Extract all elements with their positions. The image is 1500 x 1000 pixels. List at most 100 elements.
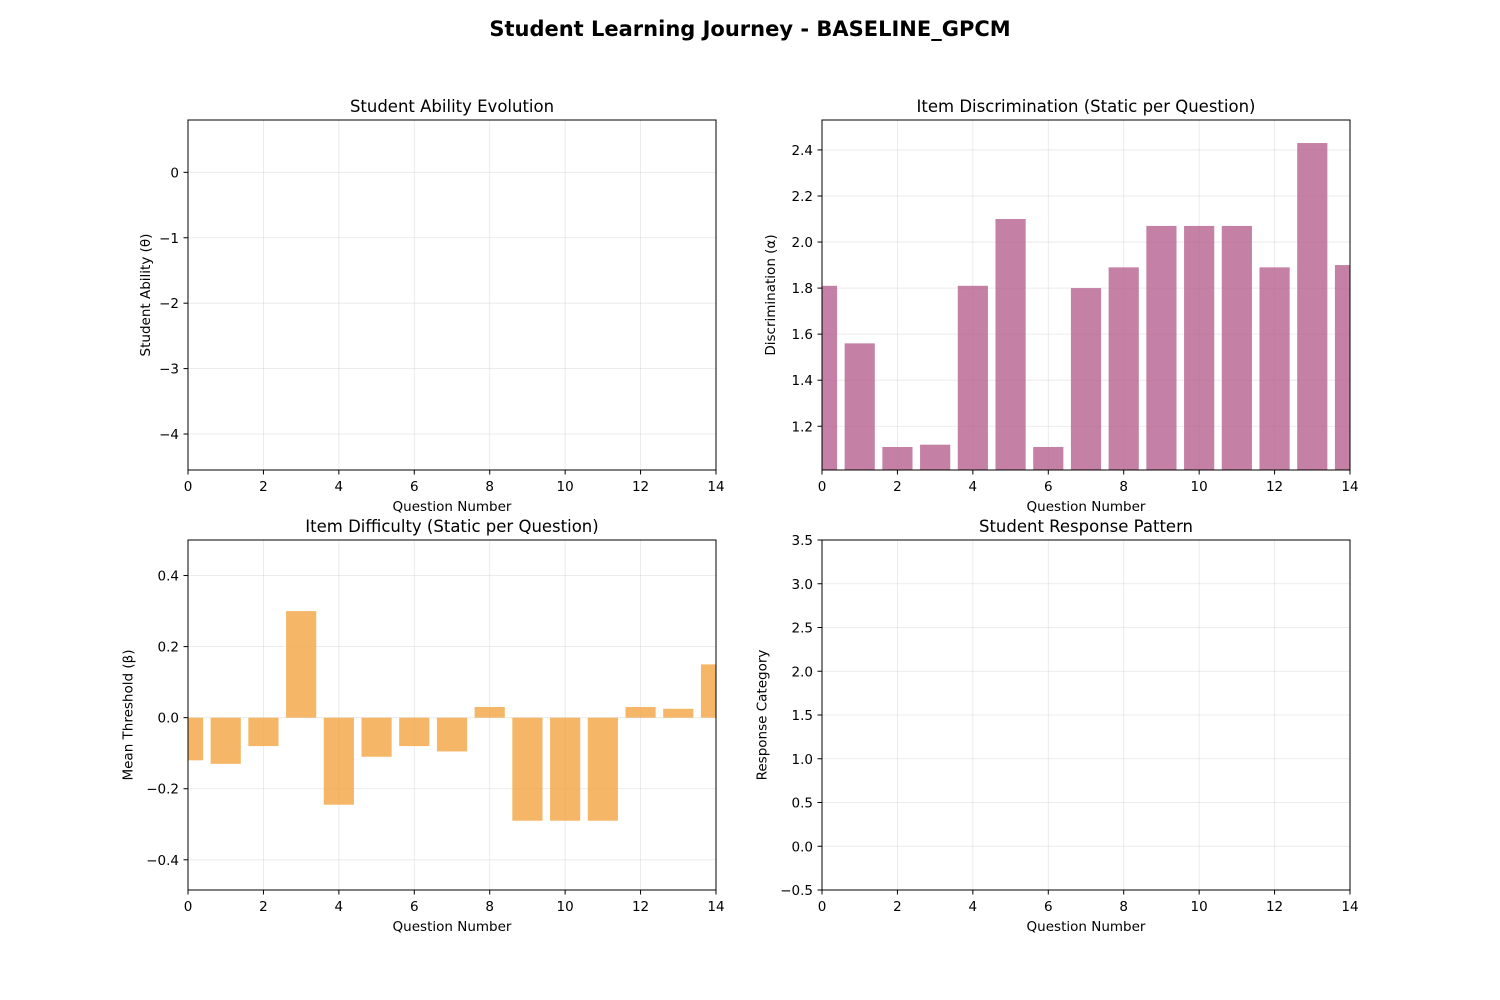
figure-suptitle: Student Learning Journey - BASELINE_GPCM: [489, 17, 1010, 41]
discrimination-axes-frame: [821, 119, 1351, 471]
difficulty-bar: [323, 717, 354, 805]
ability-x-tick-label: 14: [707, 479, 724, 495]
difficulty-bar: [550, 717, 581, 821]
discrimination-bar: [1221, 225, 1252, 470]
ability-x-tick-label: 10: [557, 479, 574, 495]
difficulty-bar: [210, 717, 241, 764]
difficulty-y-tick-label: 0.0: [158, 711, 179, 727]
ability-x-tick-label: 8: [485, 479, 494, 495]
discrimination-x-axis-label: Question Number: [1027, 499, 1146, 515]
ability-x-axis-label: Question Number: [393, 499, 512, 515]
discrimination-x-tick-label: 8: [1119, 479, 1128, 495]
difficulty-x-axis-label: Question Number: [393, 919, 512, 935]
discrimination-x-tick-label: 14: [1341, 479, 1358, 495]
ability-x-tick-label: 4: [335, 479, 344, 495]
difficulty-y-tick-label: −0.2: [146, 782, 179, 798]
ability-x-tick-label: 0: [184, 479, 193, 495]
response-y-axis-label: Response Category: [755, 650, 771, 781]
discrimination-bar: [1033, 446, 1064, 470]
ability-y-tick-label: −2: [159, 296, 179, 312]
response-x-tick-label: 4: [969, 899, 978, 915]
response-y-tick-label: 3.5: [792, 533, 813, 549]
discrimination-y-tick-label: 1.2: [792, 419, 813, 435]
difficulty-x-tick-label: 8: [485, 899, 494, 915]
discrimination-y-tick-label: 2.0: [792, 235, 813, 251]
ability-axes-frame: [187, 119, 717, 471]
difficulty-bar: [361, 717, 392, 757]
discrimination-y-tick-label: 1.8: [792, 281, 813, 297]
discrimination-y-tick-label: 2.2: [792, 189, 813, 205]
discrimination-bar: [920, 444, 951, 470]
response-y-tick-label: 3.0: [792, 577, 813, 593]
difficulty-x-tick-label: 14: [707, 899, 724, 915]
response-y-tick-label: 0.5: [792, 796, 813, 812]
discrimination-bar: [1297, 143, 1328, 470]
discrimination-panel-title: Item Discrimination (Static per Question…: [917, 97, 1256, 116]
difficulty-bar: [625, 707, 656, 718]
response-y-tick-label: −0.5: [780, 883, 813, 899]
discrimination-bar: [957, 285, 988, 470]
discrimination-x-tick-label: 6: [1044, 479, 1053, 495]
ability-y-tick-label: 0: [170, 165, 179, 181]
discrimination-x-tick-label: 2: [893, 479, 902, 495]
ability-x-tick-label: 2: [259, 479, 268, 495]
response-y-tick-label: 1.0: [792, 752, 813, 768]
discrimination-bar: [882, 446, 913, 470]
difficulty-bar: [188, 717, 204, 761]
difficulty-x-tick-label: 6: [410, 899, 419, 915]
difficulty-bar: [474, 707, 505, 718]
response-x-tick-label: 12: [1266, 899, 1283, 915]
item-difficulty-panel: 0 2 4 6 8 10 12 14 0.4 0.2 0.0 −0.2 −0.4 Item Difficu…: [121, 517, 725, 935]
ability-y-axis-label: Student Ability (θ): [138, 234, 154, 357]
difficulty-bar: [700, 664, 716, 718]
difficulty-bar: [587, 717, 618, 821]
response-y-tick-label: 1.5: [792, 708, 813, 724]
discrimination-x-tick-label: 0: [818, 479, 827, 495]
discrimination-bar: [844, 343, 875, 470]
difficulty-bar: [248, 717, 279, 747]
discrimination-bar: [1108, 267, 1139, 470]
difficulty-bar: [399, 717, 430, 747]
response-x-tick-label: 8: [1119, 899, 1128, 915]
ability-y-tick-label: −1: [159, 231, 179, 247]
response-x-tick-label: 14: [1341, 899, 1358, 915]
discrimination-bar: [1334, 265, 1350, 470]
response-pattern-panel: 0 2 4 6 8 10 12 14 3.5 3.0 2.5 2.0 1.5 1.0 0.5 0.0 −0.5 S…: [755, 517, 1359, 935]
difficulty-x-tick-label: 4: [335, 899, 344, 915]
difficulty-axes-frame: [187, 539, 717, 891]
response-x-tick-label: 2: [893, 899, 902, 915]
response-x-tick-label: 0: [818, 899, 827, 915]
response-x-tick-label: 10: [1191, 899, 1208, 915]
difficulty-x-tick-label: 2: [259, 899, 268, 915]
discrimination-bar: [822, 285, 838, 470]
discrimination-bars: [822, 143, 1350, 470]
response-x-axis-label: Question Number: [1027, 919, 1146, 935]
ability-x-tick-label: 12: [632, 479, 649, 495]
ability-y-tick-label: −3: [159, 362, 179, 378]
difficulty-x-tick-label: 0: [184, 899, 193, 915]
discrimination-bar: [1259, 267, 1290, 470]
difficulty-bar: [286, 611, 317, 718]
discrimination-bar: [995, 219, 1026, 470]
difficulty-y-tick-label: −0.4: [146, 853, 179, 869]
difficulty-bar: [436, 717, 468, 752]
ability-evolution-panel: 0 2 4 6 8 10 12 14 0 −1 −2 −3 −4 Student Ability Evol…: [138, 97, 725, 515]
response-y-tick-label: 2.0: [792, 664, 813, 680]
discrimination-x-tick-label: 12: [1266, 479, 1283, 495]
difficulty-y-tick-label: 0.2: [158, 640, 179, 656]
discrimination-y-tick-label: 1.6: [792, 327, 813, 343]
response-panel-title: Student Response Pattern: [979, 517, 1193, 536]
difficulty-bar: [512, 717, 543, 821]
difficulty-panel-title: Item Difficulty (Static per Question): [305, 517, 598, 536]
ability-panel-title: Student Ability Evolution: [350, 97, 554, 116]
discrimination-bar: [1184, 225, 1215, 470]
ability-y-tick-label: −4: [159, 427, 179, 443]
item-discrimination-panel: 0 2 4 6 8 10 12 14 1.2 1.4 1.6 1.8 2.0 2.2 2.4 Item Dis…: [763, 97, 1358, 515]
response-y-tick-label: 0.0: [792, 839, 813, 855]
difficulty-bar: [663, 708, 694, 718]
difficulty-x-tick-label: 12: [632, 899, 649, 915]
response-x-tick-label: 6: [1044, 899, 1053, 915]
discrimination-bar: [1146, 225, 1177, 470]
difficulty-x-tick-label: 10: [557, 899, 574, 915]
